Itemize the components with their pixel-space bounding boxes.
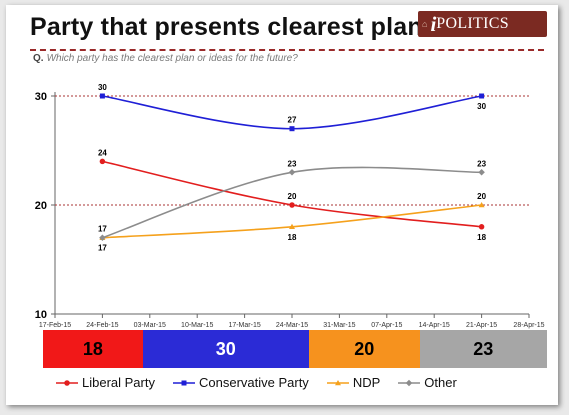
data-label-ndp: 17	[98, 244, 107, 253]
chart-legend: Liberal Party Conservative Party NDP Other	[56, 375, 475, 390]
logo-text: POLITICS	[436, 15, 509, 32]
data-label-liberal-party: 24	[98, 148, 107, 157]
legend-label: Conservative Party	[198, 375, 309, 390]
data-label-other: 17	[98, 225, 107, 234]
data-label-ndp: 20	[477, 192, 486, 201]
logo-i: i	[430, 11, 437, 36]
x-tick-label: 28-Apr-15	[513, 322, 544, 329]
legend-swatch-marker	[406, 379, 413, 386]
legend-item: Liberal Party	[56, 375, 155, 390]
legend-item: NDP	[326, 375, 381, 390]
question-prefix: Q.	[33, 53, 44, 64]
page-title: Party that presents clearest plan	[30, 13, 423, 41]
point-other	[288, 169, 296, 176]
legend-swatch-icon	[326, 379, 349, 385]
data-label-liberal-party: 20	[288, 192, 297, 201]
data-label-other: 23	[477, 159, 486, 168]
data-label-ndp: 18	[288, 233, 297, 242]
ipolitics-logo: ⌂ i POLITICS	[418, 11, 547, 37]
legend-swatch-icon	[398, 379, 421, 386]
data-label-liberal-party: 18	[477, 233, 486, 242]
summary-segment: 23	[419, 330, 547, 368]
x-tick-label: 31-Mar-15	[323, 322, 355, 329]
y-tick-label: 30	[35, 91, 47, 103]
question-text: Q. Which party has the clearest plan or i…	[33, 53, 298, 64]
data-label-conservative-party: 27	[288, 116, 297, 125]
legend-label: Other	[424, 375, 457, 390]
y-tick-label: 20	[35, 200, 47, 212]
x-tick-label: 21-Apr-15	[466, 322, 497, 329]
chart-series	[99, 93, 485, 241]
point-ndp	[478, 202, 485, 208]
point-liberal-party	[99, 158, 106, 165]
legend-swatch-icon	[172, 380, 195, 385]
y-tick-label: 10	[35, 309, 47, 321]
x-tick-label: 03-Mar-15	[134, 322, 166, 329]
legend-swatch-icon	[56, 379, 78, 386]
reference-lines	[55, 95, 529, 206]
legend-label: Liberal Party	[82, 375, 155, 390]
point-liberal-party	[478, 224, 485, 230]
x-tick-label: 17-Feb-15	[39, 322, 71, 329]
legend-item: Conservative Party	[172, 375, 309, 390]
point-other	[478, 169, 485, 176]
legend-item: Other	[398, 375, 457, 390]
point-other	[99, 234, 106, 241]
x-tick-label: 24-Mar-15	[276, 322, 308, 329]
point-conservative-party	[289, 126, 295, 132]
chart-axes: 10 20 30 17-Feb-15 24-Feb-15 03-Mar-15 10-Mar-…	[35, 91, 545, 329]
point-conservative-party	[479, 93, 485, 99]
legend-swatch-marker	[64, 379, 70, 386]
question-body: Which party has the clearest plan or ide…	[46, 53, 298, 64]
x-tick-label: 24-Feb-15	[86, 322, 118, 329]
summary-segment: 20	[308, 330, 420, 368]
point-liberal-party	[289, 202, 295, 208]
legend-swatch-marker	[181, 380, 187, 385]
legend-label: NDP	[352, 375, 381, 390]
data-label-other: 23	[288, 159, 297, 168]
point-conservative-party	[99, 93, 105, 99]
x-tick-label: 17-Mar-15	[228, 322, 260, 329]
legend-swatch-marker	[334, 379, 341, 385]
x-tick-label: 14-Apr-15	[419, 322, 450, 329]
logo-mark-icon: ⌂	[422, 19, 428, 29]
summary-bar: 18 30 20 23	[43, 330, 547, 368]
point-ndp	[289, 223, 295, 230]
x-tick-label: 07-Apr-15	[371, 322, 402, 329]
title-divider	[30, 49, 544, 51]
data-label-conservative-party: 30	[98, 83, 107, 92]
summary-segment: 30	[142, 330, 309, 368]
summary-segment: 18	[43, 330, 143, 368]
data-label-conservative-party: 30	[477, 102, 486, 111]
data-labels: 24 20 18 30 27 30 17 18 20 17 23 23	[98, 83, 487, 253]
x-tick-label: 10-Mar-15	[181, 322, 213, 329]
